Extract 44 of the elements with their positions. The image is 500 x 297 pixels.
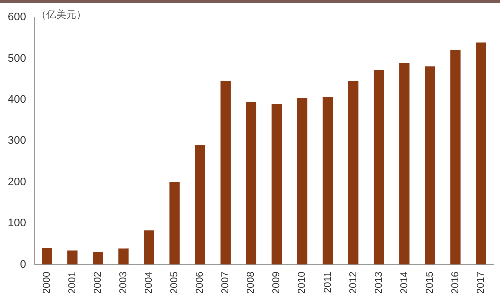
y-tick-label: 500 — [8, 52, 26, 65]
x-tick-label: 2012 — [348, 271, 360, 294]
bar — [246, 102, 257, 265]
x-tick-label: 2000 — [42, 271, 53, 294]
x-tick-label: 2010 — [297, 271, 308, 294]
bar — [450, 50, 461, 265]
x-tick-label: 2015 — [424, 271, 436, 294]
bar — [297, 98, 308, 265]
bar — [425, 66, 436, 265]
x-tick-label: 2004 — [144, 271, 156, 294]
y-axis-title: （亿美元） — [36, 9, 86, 22]
y-tick-label: 400 — [8, 94, 26, 106]
bar — [144, 230, 154, 265]
bar — [400, 63, 410, 265]
x-tick-label: 2001 — [67, 271, 78, 294]
bar — [118, 248, 129, 265]
y-tick-label: 0 — [20, 258, 26, 271]
x-tick-label: 2013 — [374, 271, 385, 294]
x-tick-label: 2002 — [92, 271, 104, 294]
y-tick-label: 200 — [8, 176, 26, 188]
bar — [42, 248, 52, 265]
x-tick-label: 2017 — [476, 271, 487, 294]
y-tick-label: 600 — [8, 12, 26, 24]
x-tick-label: 2016 — [450, 271, 462, 294]
x-tick-label: 2005 — [170, 271, 181, 294]
bar — [322, 98, 334, 265]
x-tick-label: 2011 — [322, 271, 334, 294]
x-tick-label: 2006 — [195, 271, 206, 294]
bar — [220, 81, 231, 265]
bar — [68, 250, 78, 265]
x-tick-label: 2007 — [220, 271, 232, 294]
bar — [93, 252, 104, 265]
bar — [348, 81, 359, 265]
x-tick-label: 2009 — [272, 271, 283, 294]
y-tick-label: 300 — [8, 135, 26, 148]
x-tick-label: 2008 — [246, 271, 258, 294]
bar — [476, 42, 486, 265]
bar — [272, 104, 282, 265]
x-tick-label: 2003 — [118, 271, 130, 294]
x-tick-label: 2014 — [399, 271, 410, 294]
bar — [195, 145, 206, 265]
y-tick-label: 100 — [8, 218, 26, 230]
bar — [374, 70, 384, 265]
bar — [170, 182, 180, 265]
